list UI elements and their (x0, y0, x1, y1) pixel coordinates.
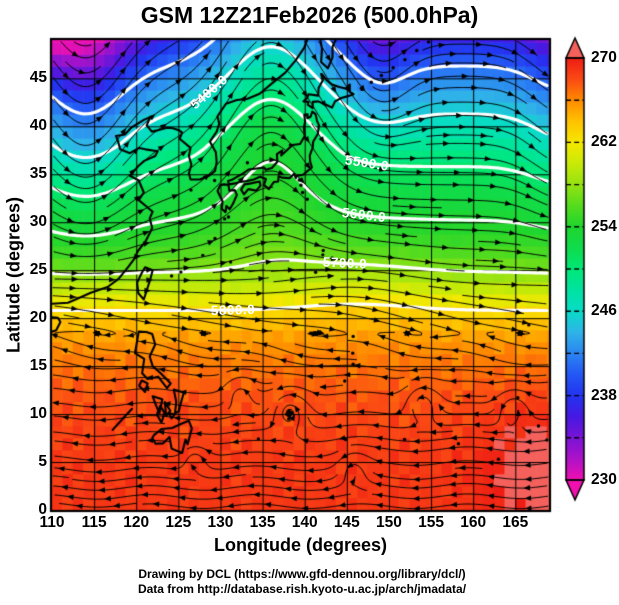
colorbar-tick-label: 246 (591, 302, 617, 320)
y-tick-label: 25 (29, 261, 47, 279)
x-tick-label: 135 (249, 514, 276, 531)
x-tick-label: 145 (333, 514, 360, 531)
x-tick-label: 150 (376, 514, 402, 531)
x-tick-label: 140 (291, 514, 318, 531)
x-tick-label: 130 (207, 514, 234, 531)
x-tick-label: 125 (165, 514, 192, 531)
x-tick-label: 155 (418, 514, 444, 531)
x-tick-label: 110 (39, 514, 65, 531)
y-tick-label: 45 (29, 69, 47, 87)
y-tick-label: 35 (29, 165, 47, 183)
contour-label: 5800.0 (210, 302, 256, 319)
y-tick-label: 5 (38, 453, 47, 471)
credits: Drawing by DCL (https://www.gfd-dennou.o… (52, 567, 552, 596)
y-tick-label: 0 (38, 501, 47, 518)
y-tick-label: 40 (29, 117, 47, 135)
colorbar-tick-label: 262 (591, 133, 617, 151)
credit-line-data: Data from http://database.rish.kyoto-u.a… (137, 581, 467, 596)
x-tick-label: 165 (502, 514, 529, 531)
y-tick-label: 20 (29, 309, 47, 327)
colorbar-tick-label: 254 (591, 217, 617, 235)
x-tick-label: 115 (81, 514, 107, 531)
colorbar-tick-label: 270 (591, 49, 617, 66)
y-tick-label: 30 (29, 213, 47, 231)
y-tick-label: 15 (29, 357, 47, 375)
page-title: GSM 12Z21Feb2026 (500.0hPa) (140, 2, 479, 28)
x-axis-label: Longitude (degrees) (213, 535, 387, 555)
x-tick-label: 160 (460, 514, 487, 531)
y-tick-label: 10 (29, 405, 47, 423)
colorbar-tick-label: 238 (591, 386, 617, 404)
x-tick-label: 120 (123, 514, 150, 531)
colorbar-tick-label: 230 (591, 471, 617, 488)
contour-label: 5700.0 (322, 254, 368, 273)
credit-line-drawing: Drawing by DCL (https://www.gfd-dennou.o… (138, 567, 466, 581)
